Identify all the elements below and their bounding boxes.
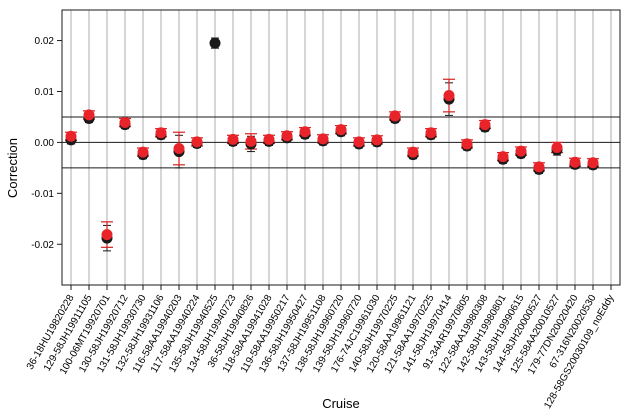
- data-point-red: [515, 145, 527, 157]
- y-tick-label: 0.00: [35, 138, 55, 149]
- data-point-red: [479, 119, 491, 131]
- data-point-red: [389, 110, 401, 122]
- y-tick-label: 0.02: [35, 36, 55, 47]
- data-point-red: [461, 138, 473, 150]
- data-point-red: [65, 130, 77, 142]
- data-point-red: [191, 136, 203, 148]
- data-point-black: [209, 37, 221, 49]
- y-axis-ticks: -0.02 -0.01 0.00 0.01 0.02: [31, 36, 62, 251]
- data-point-red: [587, 157, 599, 169]
- x-axis-ticks: 36-18HU19820228129-58JH19911105100-06MT1…: [25, 285, 617, 411]
- data-point-red: [299, 126, 311, 138]
- reference-lines: [62, 116, 620, 169]
- data-point-red: [119, 117, 131, 129]
- data-point-red: [137, 146, 149, 158]
- data-point-red: [263, 133, 275, 145]
- data-point-red: [335, 124, 347, 136]
- data-point-red: [353, 136, 365, 148]
- data-point-red: [407, 146, 419, 158]
- y-axis-title: Correction: [5, 138, 20, 198]
- data-point-red: [425, 127, 437, 139]
- data-point-red: [533, 161, 545, 173]
- y-tick-label: 0.01: [35, 87, 55, 98]
- data-points: [65, 37, 599, 244]
- data-point-red: [569, 156, 581, 168]
- data-point-red: [245, 135, 257, 147]
- data-point-red: [173, 143, 185, 155]
- data-point-red: [497, 151, 509, 163]
- y-tick-label: -0.02: [31, 240, 54, 251]
- data-point-red: [443, 90, 455, 102]
- data-point-red: [551, 142, 563, 153]
- data-point-red: [281, 130, 293, 142]
- y-tick-label: -0.01: [31, 189, 54, 200]
- data-point-red: [101, 229, 113, 241]
- data-point-red: [83, 109, 95, 121]
- data-point-red: [227, 133, 239, 145]
- data-point-red: [317, 133, 329, 145]
- data-point-red: [371, 134, 383, 146]
- data-point-red: [155, 127, 167, 139]
- x-axis-title: Cruise: [322, 396, 360, 411]
